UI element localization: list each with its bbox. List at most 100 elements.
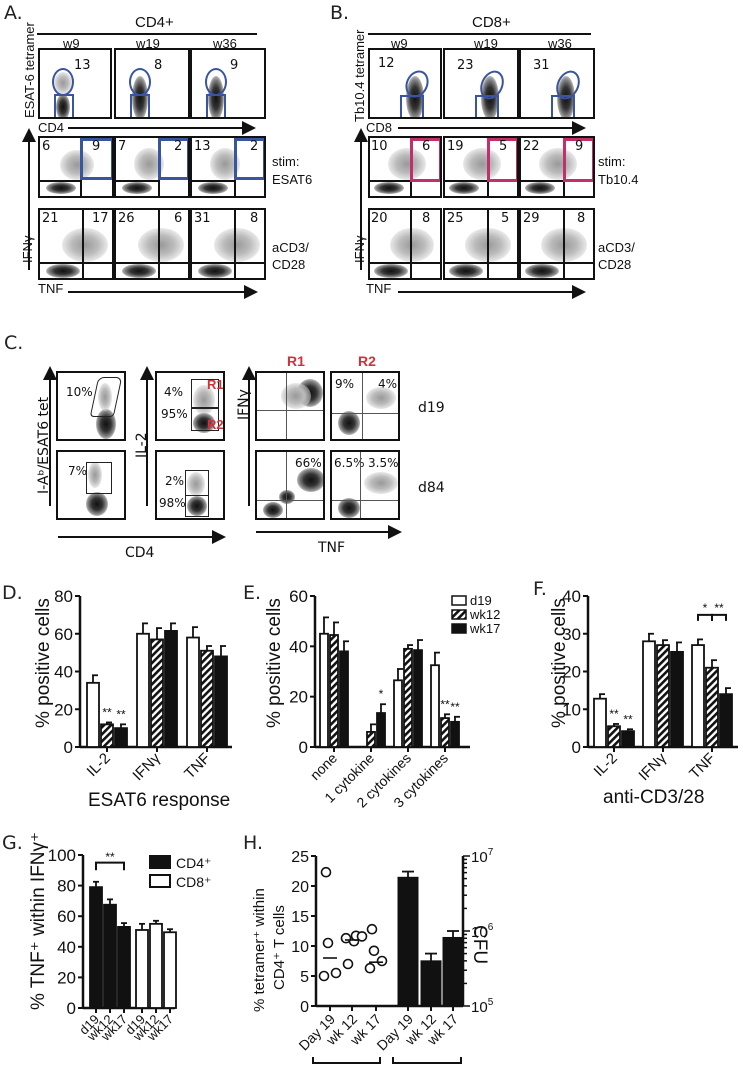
x-axis-title: ESAT6 response: [88, 790, 231, 811]
svg-text:40: 40: [562, 587, 581, 606]
svg-text:**: **: [440, 697, 450, 711]
quadrant-percent: 13: [194, 139, 211, 154]
quadrant-percent: 8: [577, 211, 586, 226]
svg-text:107: 107: [471, 847, 494, 866]
y-axis-arrow: [242, 366, 256, 506]
quadrant-percent: 20: [371, 211, 388, 226]
svg-text:80: 80: [57, 877, 76, 896]
panel-a-group-title: CD4+: [135, 14, 174, 31]
svg-text:none: none: [307, 750, 340, 783]
y-axis-label: % positive cells: [264, 598, 285, 728]
x-axis-arrow: [256, 525, 402, 539]
flow-plot: 25 5: [443, 208, 519, 280]
row-label-acd3: aCD3/: [272, 240, 309, 255]
svg-text:0: 0: [67, 999, 76, 1018]
row-label-acd3: aCD3/: [598, 240, 635, 255]
svg-text:**: **: [105, 850, 115, 864]
panel-label-f: F.: [533, 578, 547, 600]
svg-text:40: 40: [54, 663, 73, 682]
svg-text:40: 40: [289, 637, 308, 656]
flow-plot: 19 5: [443, 136, 519, 198]
flow-plot: 22 9: [519, 136, 595, 198]
svg-text:**: **: [450, 700, 460, 714]
timepoint-w19: w19: [136, 36, 160, 51]
svg-text:IFNγ: IFNγ: [635, 749, 670, 784]
quadrant-percent: 6.5%: [334, 456, 365, 470]
svg-text:10: 10: [291, 939, 309, 956]
svg-text:105: 105: [471, 997, 494, 1016]
quadrant-percent: 21: [42, 211, 59, 226]
x-axis-arrow: [68, 121, 256, 135]
y-axis-arrow: [354, 128, 368, 270]
svg-text:20: 20: [289, 688, 308, 707]
quadrant-percent: 22: [523, 139, 540, 154]
timepoint-w19: w19: [474, 36, 498, 51]
right-axis-label: CFU: [469, 925, 490, 965]
flow-plot: 6 9: [38, 136, 114, 198]
row-label-d19: d19: [418, 400, 445, 416]
flow-plot: 20 8: [368, 208, 442, 280]
x-axis-arrow: [398, 121, 586, 135]
row-label-stim: stim:: [272, 154, 300, 169]
y-axis-label: % positive cells: [33, 598, 54, 728]
flow-plot: 7 2: [114, 136, 190, 198]
flow-plot: 9: [190, 48, 266, 119]
svg-text:*: *: [379, 687, 384, 701]
timepoint-w36: w36: [213, 36, 237, 51]
flow-plot: 29 8: [519, 208, 595, 280]
svg-text:80: 80: [54, 587, 73, 606]
quadrant-percent: 5: [501, 211, 510, 226]
quadrant-percent: 17: [92, 211, 109, 226]
flow-plot: 6.5% 3.5%: [330, 450, 400, 520]
svg-text:20: 20: [291, 879, 309, 896]
svg-text:**: **: [609, 707, 619, 721]
x-axis-arrow: [68, 285, 258, 299]
svg-text:0: 0: [572, 738, 581, 757]
x-axis-title: anti-CD3/28: [603, 787, 705, 808]
timepoint-w9: w9: [63, 36, 80, 51]
y-axis-label-line2: CD4⁺ T cells: [271, 905, 288, 990]
quadrant-percent: 10: [371, 139, 388, 154]
gate-r2-label: R2: [207, 417, 224, 432]
quadrant-percent: 66%: [295, 456, 322, 470]
x-axis-label: TNF: [366, 281, 392, 296]
row-label-cd28: CD28: [598, 257, 632, 272]
flow-plot: 10 6: [368, 136, 442, 198]
svg-text:20: 20: [54, 700, 73, 719]
svg-text:IFNγ: IFNγ: [129, 749, 164, 784]
row-label-stim: stim:: [598, 154, 626, 169]
svg-text:20: 20: [57, 968, 76, 987]
svg-text:CD4⁺: CD4⁺: [176, 855, 211, 871]
timepoint-w9: w9: [391, 36, 408, 51]
flow-plot: 31: [519, 48, 595, 119]
gate-percent: 10%: [66, 385, 93, 399]
gate-percent: 7%: [68, 464, 88, 478]
svg-text:40: 40: [57, 938, 76, 957]
svg-text:**: **: [623, 712, 633, 726]
x-axis-label: TNF: [318, 540, 346, 556]
svg-text:60: 60: [289, 587, 308, 606]
flow-plot: 2% 98%: [155, 450, 225, 520]
y-axis-label: % TNF⁺ within IFNγ⁺: [28, 831, 49, 1010]
gate-percent: 95%: [161, 407, 188, 421]
y-axis-arrow: [140, 366, 154, 506]
gate-percent: 31: [533, 58, 550, 73]
gate-percent: 2%: [165, 474, 185, 488]
svg-text:TNF: TNF: [181, 750, 214, 783]
gate-percent: 23: [457, 58, 474, 73]
quadrant-percent: 8: [422, 211, 431, 226]
svg-text:30: 30: [562, 625, 581, 644]
gate-percent: 98%: [159, 496, 186, 510]
flow-plot: 21 17: [38, 208, 114, 280]
svg-text:**: **: [102, 705, 112, 719]
svg-text:100: 100: [48, 846, 76, 865]
panel-label-h: H.: [243, 832, 263, 854]
gate-r1-header: R1: [287, 353, 305, 369]
quadrant-percent: 26: [118, 211, 135, 226]
svg-text:wk17: wk17: [469, 621, 500, 636]
